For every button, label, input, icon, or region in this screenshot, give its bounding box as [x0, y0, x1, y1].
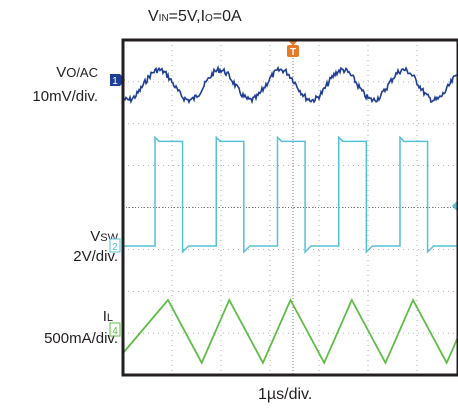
vo-ac-trace	[123, 64, 458, 105]
channel-markers: 1 2 4 T	[109, 40, 458, 337]
vo-channel-label: VO/AC	[56, 64, 98, 81]
chart-title: VIN=5V,IO=0A	[148, 8, 242, 25]
time-per-division-label: 1µs/div.	[258, 386, 313, 403]
channel-1-marker: 1	[110, 74, 125, 87]
marker-number: 2	[112, 242, 118, 253]
marker-number: 1	[112, 76, 118, 87]
vo-channel-scale: 10mV/div.	[32, 88, 98, 105]
marker-number: 4	[112, 326, 118, 337]
plot-frame	[121, 38, 458, 377]
il-trace	[123, 297, 458, 365]
marker-box	[109, 238, 121, 253]
oscilloscope-traces	[123, 64, 458, 365]
il-channel-scale: 500mA/div.	[44, 330, 118, 347]
trigger-box	[287, 45, 299, 57]
oscilloscope-grid	[123, 40, 458, 375]
marker-box	[109, 322, 121, 337]
vsw-trace	[124, 135, 458, 254]
trigger-marker: T	[287, 40, 299, 58]
marker-shape	[110, 74, 125, 86]
vsw-channel-scale: 2V/div.	[73, 248, 118, 265]
il-channel-label: IL	[102, 308, 113, 325]
channel-4-marker: 4	[109, 322, 121, 337]
trigger-letter: T	[290, 47, 296, 58]
channel-2-marker: 2	[109, 238, 121, 253]
